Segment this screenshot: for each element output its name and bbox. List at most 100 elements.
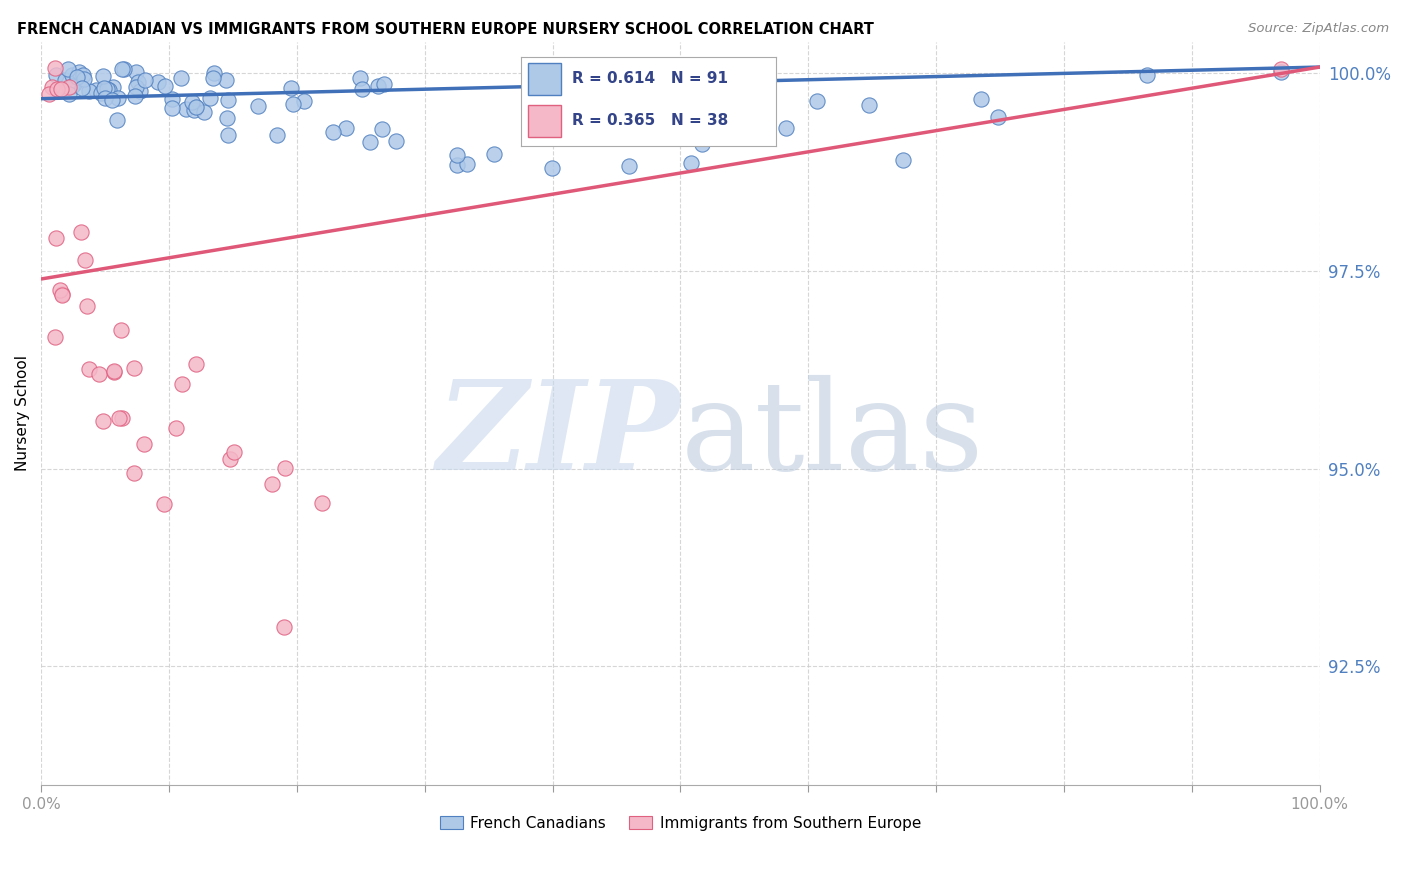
Point xyxy=(66,70,89,84)
Point xyxy=(359,135,381,149)
Point xyxy=(134,437,156,451)
Point xyxy=(373,77,395,91)
Point xyxy=(217,128,239,143)
Point xyxy=(134,72,156,87)
Point xyxy=(281,96,304,111)
Point xyxy=(101,94,124,108)
Point xyxy=(891,153,914,167)
Point xyxy=(97,83,120,97)
Point xyxy=(90,86,112,100)
Point xyxy=(193,104,215,119)
Legend: French Canadians, Immigrants from Southern Europe: French Canadians, Immigrants from Southe… xyxy=(433,810,927,837)
Point xyxy=(60,68,83,82)
Point xyxy=(128,84,150,98)
Point xyxy=(311,496,333,510)
Point xyxy=(72,81,94,95)
Point xyxy=(45,231,67,245)
Point xyxy=(124,88,146,103)
Point xyxy=(987,110,1010,124)
Point xyxy=(77,84,100,98)
Point xyxy=(335,121,357,136)
Point xyxy=(103,365,125,379)
Point xyxy=(122,466,145,480)
Point xyxy=(170,71,193,86)
Point xyxy=(679,155,702,169)
Point xyxy=(806,95,828,109)
Point xyxy=(184,357,207,371)
Point xyxy=(91,69,114,83)
Point xyxy=(702,91,724,105)
Point xyxy=(1270,65,1292,79)
Point xyxy=(122,361,145,376)
Point xyxy=(367,78,389,93)
Point xyxy=(70,225,93,239)
Point xyxy=(101,80,124,95)
Point xyxy=(91,414,114,428)
Point xyxy=(58,80,80,95)
Point xyxy=(636,129,658,144)
Point xyxy=(94,91,117,105)
Point xyxy=(53,73,76,87)
Point xyxy=(103,364,125,378)
Point xyxy=(262,477,284,491)
Point xyxy=(44,61,66,75)
Point xyxy=(73,72,96,87)
Point xyxy=(219,452,242,467)
Point xyxy=(858,98,880,112)
Point xyxy=(215,72,238,87)
Point xyxy=(184,100,207,114)
Text: atlas: atlas xyxy=(681,376,984,496)
Point xyxy=(96,81,118,95)
Point xyxy=(183,103,205,117)
Point xyxy=(63,77,86,91)
Point xyxy=(125,79,148,94)
Point xyxy=(84,83,107,97)
Point xyxy=(76,299,98,313)
Point xyxy=(181,95,204,110)
Point xyxy=(446,158,468,172)
Point xyxy=(540,161,562,175)
Point xyxy=(370,121,392,136)
Point xyxy=(112,62,135,77)
Point xyxy=(775,120,797,135)
Point xyxy=(93,81,115,95)
Point xyxy=(153,497,176,511)
Point xyxy=(111,62,134,77)
Point xyxy=(165,420,187,434)
Point xyxy=(690,136,713,151)
Point xyxy=(73,252,96,267)
Point xyxy=(110,323,132,337)
Point xyxy=(72,68,94,82)
Point xyxy=(247,99,270,113)
Point xyxy=(51,287,73,301)
Point xyxy=(49,283,72,297)
Point xyxy=(49,82,72,96)
Point xyxy=(170,376,193,391)
Point xyxy=(67,65,90,79)
Y-axis label: Nursery School: Nursery School xyxy=(15,355,30,472)
Point xyxy=(125,65,148,79)
Point xyxy=(105,113,128,128)
Point xyxy=(146,75,169,89)
Point xyxy=(45,68,67,82)
Point xyxy=(160,101,183,115)
Point xyxy=(217,93,239,107)
Point xyxy=(186,100,208,114)
Point xyxy=(108,411,131,425)
Point xyxy=(174,102,197,116)
Point xyxy=(200,90,222,104)
Point xyxy=(201,71,224,86)
Point xyxy=(77,362,100,376)
Point xyxy=(202,65,225,79)
Point xyxy=(666,115,689,129)
Point xyxy=(280,80,302,95)
Point xyxy=(87,367,110,381)
Point xyxy=(44,330,66,344)
Point xyxy=(266,128,288,142)
Point xyxy=(51,288,73,302)
Point xyxy=(155,78,177,93)
Point xyxy=(127,75,149,89)
Point xyxy=(482,147,505,161)
Point xyxy=(41,80,63,95)
Point xyxy=(273,620,295,634)
